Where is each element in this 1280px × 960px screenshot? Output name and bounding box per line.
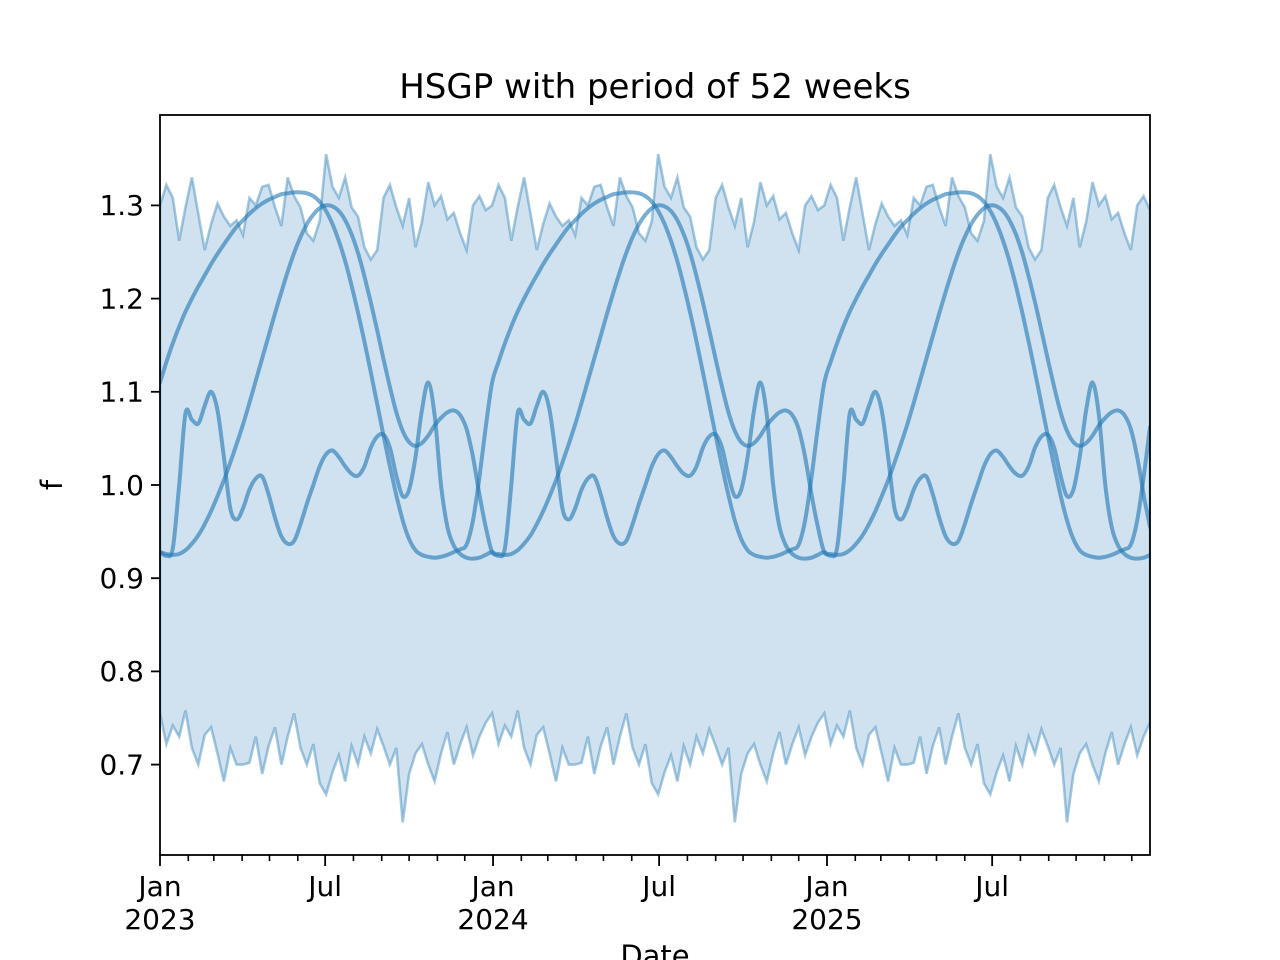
x-tick-label: Jul [640, 870, 676, 903]
plot-area [160, 153, 1150, 823]
y-tick-label: 1.1 [99, 376, 144, 409]
x-tick-label: Jan [469, 870, 514, 903]
x-tick-label: Jul [306, 870, 342, 903]
chart-title: HSGP with period of 52 weeks [399, 67, 911, 107]
y-tick-label: 1.0 [99, 469, 144, 502]
y-axis-label: f [35, 479, 69, 490]
sample-curve-3 [160, 380, 1150, 561]
x-tick-label: Jul [973, 870, 1009, 903]
x-axis-label: Date [620, 939, 689, 960]
plot-border [159, 114, 1151, 856]
y-tick-label: 0.9 [99, 562, 144, 595]
y-tick-label: 1.2 [99, 282, 144, 315]
sample-curves [160, 190, 1150, 561]
x-tick-year-label: 2024 [457, 903, 528, 936]
x-tick-label: Jan [136, 870, 181, 903]
x-tick-label: Jan [803, 870, 848, 903]
y-tick-label: 0.7 [99, 748, 144, 781]
credible-band [160, 153, 1150, 823]
sample-curve-2 [160, 203, 1150, 557]
y-tick-label: 0.8 [99, 655, 144, 688]
y-tick-label: 1.3 [99, 189, 144, 222]
axis-ticks [151, 204, 1133, 866]
x-tick-year-label: 2023 [124, 903, 195, 936]
x-tick-year-label: 2025 [791, 903, 862, 936]
